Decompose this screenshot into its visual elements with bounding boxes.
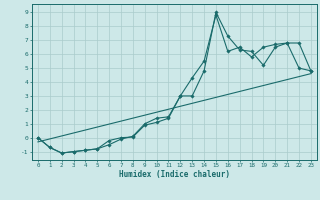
X-axis label: Humidex (Indice chaleur): Humidex (Indice chaleur): [119, 170, 230, 179]
